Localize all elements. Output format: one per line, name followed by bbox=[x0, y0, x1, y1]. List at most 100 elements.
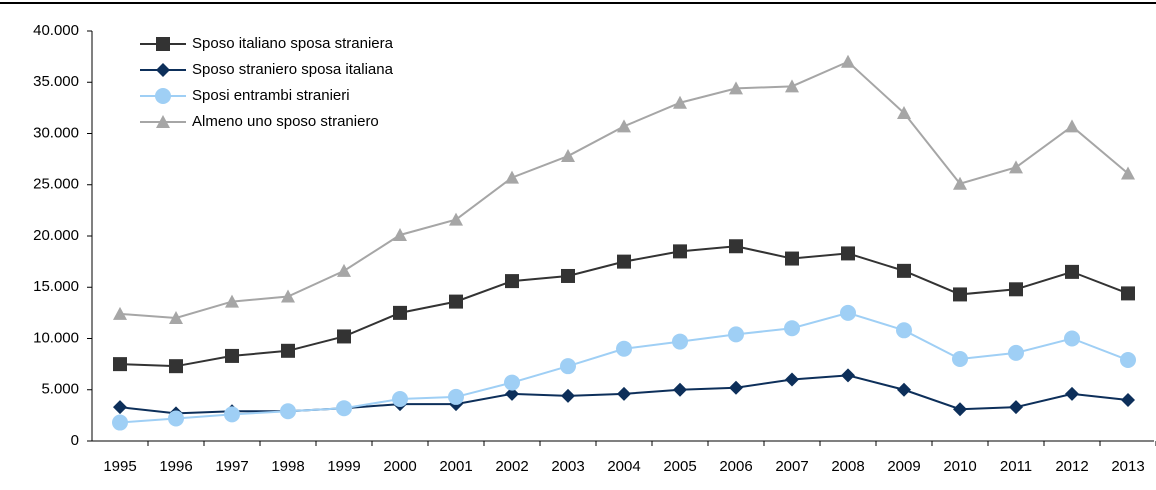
x-tick-label: 1997 bbox=[215, 458, 248, 475]
x-tick-label: 1999 bbox=[327, 458, 360, 475]
y-tick-label: 0 bbox=[71, 432, 79, 449]
marker bbox=[897, 382, 911, 397]
marker bbox=[169, 311, 183, 324]
x-tick-label: 2005 bbox=[663, 458, 696, 475]
marker bbox=[673, 382, 687, 397]
legend-label: Sposo straniero sposa italiana bbox=[192, 61, 394, 78]
x-tick-label: 1998 bbox=[271, 458, 304, 475]
marker bbox=[337, 263, 351, 277]
marker bbox=[953, 402, 967, 417]
marker bbox=[560, 358, 576, 375]
marker bbox=[617, 386, 631, 401]
marker bbox=[448, 388, 464, 405]
x-tick-label: 2008 bbox=[831, 458, 864, 475]
y-tick-label: 25.000 bbox=[33, 176, 79, 193]
marker bbox=[1009, 400, 1023, 415]
marker bbox=[113, 306, 127, 320]
y-tick-label: 10.000 bbox=[33, 329, 79, 346]
marker bbox=[113, 357, 127, 372]
y-tick-label: 35.000 bbox=[33, 73, 79, 90]
x-tick-label: 2009 bbox=[887, 458, 920, 475]
marker bbox=[841, 54, 855, 68]
marker bbox=[1064, 330, 1080, 347]
marker bbox=[1121, 166, 1135, 180]
legend-marker bbox=[156, 115, 170, 128]
marker bbox=[449, 294, 463, 309]
marker bbox=[785, 372, 799, 387]
marker bbox=[616, 340, 632, 357]
marker bbox=[785, 251, 799, 266]
marker bbox=[225, 294, 239, 308]
marker bbox=[896, 322, 912, 339]
marker bbox=[617, 254, 631, 269]
y-tick-label: 20.000 bbox=[33, 227, 79, 244]
x-tick-label: 2000 bbox=[383, 458, 416, 475]
marker bbox=[281, 343, 295, 358]
marker bbox=[561, 388, 575, 403]
marker bbox=[1065, 386, 1079, 401]
marker bbox=[561, 268, 575, 283]
legend-label: Almeno uno sposo straniero bbox=[192, 113, 379, 130]
marker bbox=[729, 81, 743, 95]
marker bbox=[1065, 264, 1079, 279]
legend-marker bbox=[156, 63, 170, 77]
marker bbox=[673, 244, 687, 259]
marker bbox=[840, 304, 856, 321]
legend-label: Sposo italiano sposa straniera bbox=[192, 35, 394, 52]
marker bbox=[785, 79, 799, 93]
x-tick-label: 2006 bbox=[719, 458, 752, 475]
marker bbox=[728, 326, 744, 343]
marker bbox=[505, 386, 519, 401]
marker bbox=[729, 380, 743, 395]
y-tick-label: 15.000 bbox=[33, 278, 79, 295]
marker bbox=[280, 403, 296, 420]
marker bbox=[1009, 282, 1023, 297]
marker bbox=[1121, 286, 1135, 301]
marker bbox=[169, 359, 183, 374]
x-tick-label: 2007 bbox=[775, 458, 808, 475]
marker bbox=[841, 368, 855, 383]
x-tick-label: 2002 bbox=[495, 458, 528, 475]
x-tick-label: 1995 bbox=[103, 458, 136, 475]
marker bbox=[168, 410, 184, 427]
x-tick-label: 2001 bbox=[439, 458, 472, 475]
marker bbox=[673, 95, 687, 109]
x-tick-label: 1996 bbox=[159, 458, 192, 475]
marker bbox=[224, 406, 240, 423]
marker bbox=[337, 329, 351, 344]
x-tick-label: 2010 bbox=[943, 458, 976, 475]
marker bbox=[953, 176, 967, 190]
marker bbox=[505, 274, 519, 289]
marker bbox=[953, 287, 967, 302]
marker bbox=[505, 170, 519, 184]
marker bbox=[561, 149, 575, 163]
x-tick-label: 2012 bbox=[1055, 458, 1088, 475]
marker bbox=[1121, 393, 1135, 407]
legend-label: Sposi entrambi stranieri bbox=[192, 87, 350, 104]
x-tick-label: 2011 bbox=[1000, 458, 1032, 475]
marker bbox=[393, 305, 407, 320]
legend-marker bbox=[156, 37, 170, 51]
series-line bbox=[119, 311, 1129, 424]
marker bbox=[729, 239, 743, 254]
x-tick-label: 2004 bbox=[607, 458, 640, 475]
y-tick-label: 30.000 bbox=[33, 124, 79, 141]
marker bbox=[225, 348, 239, 363]
legend-marker bbox=[155, 88, 171, 104]
marker bbox=[281, 289, 295, 303]
marker bbox=[784, 320, 800, 337]
marker bbox=[1120, 352, 1136, 369]
y-tick-label: 40.000 bbox=[33, 22, 79, 39]
marker bbox=[897, 263, 911, 278]
marker bbox=[393, 227, 407, 241]
marker bbox=[617, 119, 631, 133]
marker bbox=[504, 374, 520, 391]
marker bbox=[841, 246, 855, 261]
x-tick-label: 2003 bbox=[551, 458, 584, 475]
marker bbox=[112, 414, 128, 431]
marker bbox=[952, 351, 968, 367]
marker bbox=[897, 106, 911, 119]
marker bbox=[392, 390, 408, 407]
marker bbox=[1065, 119, 1079, 133]
